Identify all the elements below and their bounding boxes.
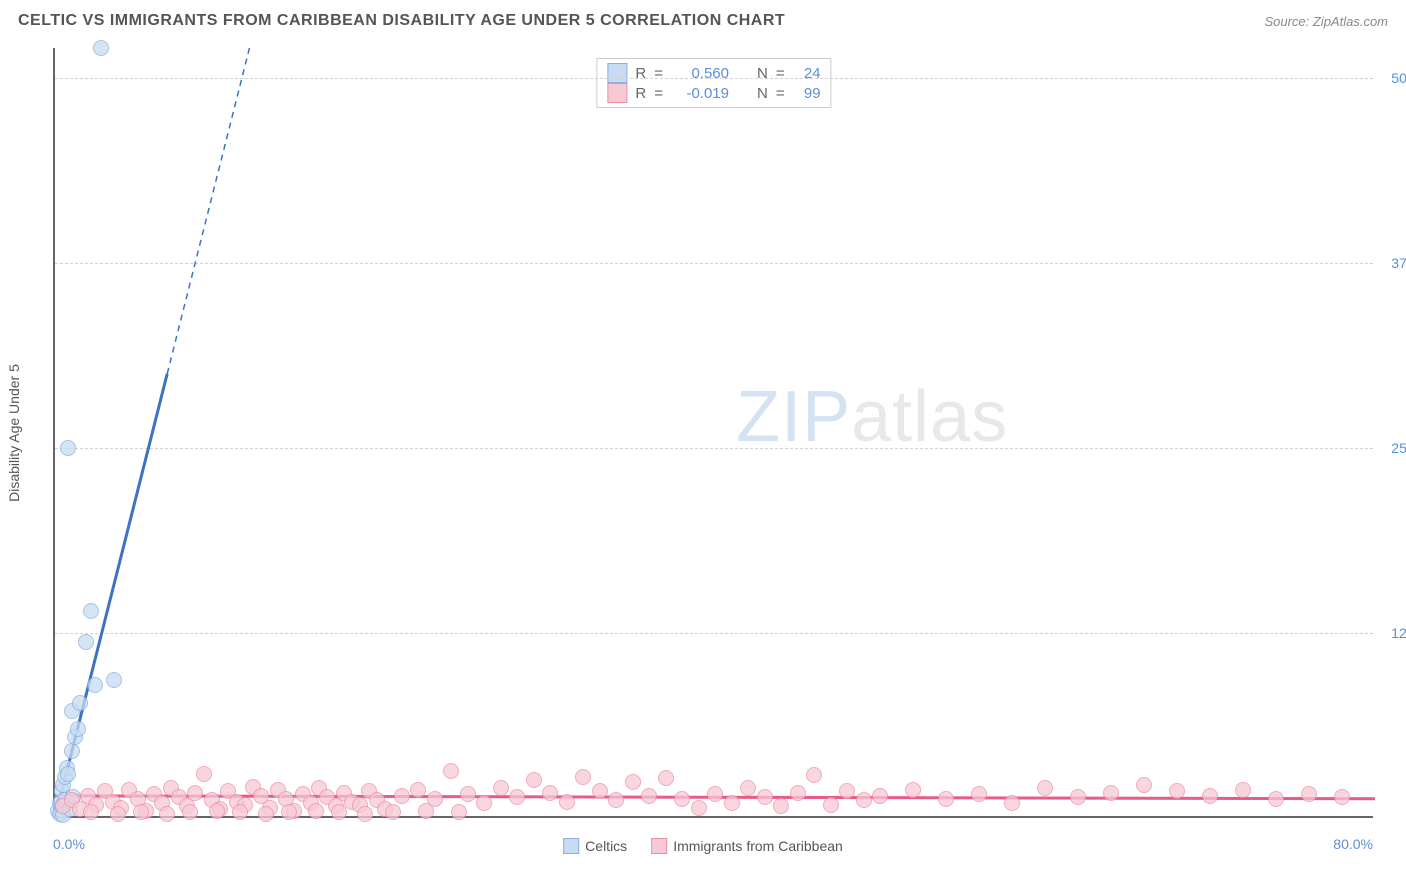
data-point bbox=[674, 791, 690, 807]
trendlines-layer bbox=[55, 48, 1375, 818]
plot-area: ZIPatlas R=0.560N=24R=-0.019N=99 12.5%25… bbox=[53, 48, 1373, 818]
data-point bbox=[87, 677, 103, 693]
chart-container: Disability Age Under 5 ZIPatlas R=0.560N… bbox=[18, 38, 1388, 828]
data-point bbox=[1334, 789, 1350, 805]
series-legend: Celtics Immigrants from Caribbean bbox=[563, 838, 843, 854]
data-point bbox=[839, 783, 855, 799]
data-point bbox=[1070, 789, 1086, 805]
x-axis-min-label: 0.0% bbox=[53, 836, 85, 852]
data-point bbox=[542, 785, 558, 801]
data-point bbox=[905, 782, 921, 798]
data-point bbox=[281, 804, 297, 820]
data-point bbox=[526, 772, 542, 788]
legend-label: Celtics bbox=[585, 838, 627, 854]
data-point bbox=[1268, 791, 1284, 807]
data-point bbox=[78, 634, 94, 650]
data-point bbox=[1004, 795, 1020, 811]
y-tick-label: 37.5% bbox=[1391, 255, 1406, 271]
chart-title: CELTIC VS IMMIGRANTS FROM CARIBBEAN DISA… bbox=[18, 12, 785, 30]
data-point bbox=[608, 792, 624, 808]
data-point bbox=[1103, 785, 1119, 801]
data-point bbox=[790, 785, 806, 801]
legend-swatch bbox=[651, 838, 667, 854]
data-point bbox=[182, 804, 198, 820]
data-point bbox=[357, 806, 373, 822]
data-point bbox=[1235, 782, 1251, 798]
data-point bbox=[641, 788, 657, 804]
data-point bbox=[64, 743, 80, 759]
legend-swatch bbox=[563, 838, 579, 854]
data-point bbox=[724, 795, 740, 811]
data-point bbox=[385, 804, 401, 820]
data-point bbox=[418, 803, 434, 819]
source-attribution: Source: ZipAtlas.com bbox=[1264, 14, 1388, 29]
data-point bbox=[773, 798, 789, 814]
data-point bbox=[691, 800, 707, 816]
data-point bbox=[209, 803, 225, 819]
data-point bbox=[451, 804, 467, 820]
data-point bbox=[1037, 780, 1053, 796]
y-tick-label: 12.5% bbox=[1391, 625, 1406, 641]
data-point bbox=[232, 804, 248, 820]
data-point bbox=[443, 763, 459, 779]
data-point bbox=[575, 769, 591, 785]
data-point bbox=[1169, 783, 1185, 799]
data-point bbox=[938, 791, 954, 807]
data-point bbox=[83, 804, 99, 820]
data-point bbox=[187, 785, 203, 801]
data-point bbox=[856, 792, 872, 808]
data-point bbox=[60, 766, 76, 782]
data-point bbox=[133, 804, 149, 820]
data-point bbox=[308, 803, 324, 819]
data-point bbox=[60, 440, 76, 456]
data-point bbox=[559, 794, 575, 810]
data-point bbox=[823, 797, 839, 813]
x-axis-max-label: 80.0% bbox=[1333, 836, 1373, 852]
data-point bbox=[331, 804, 347, 820]
legend-item: Celtics bbox=[563, 838, 627, 854]
y-tick-label: 25.0% bbox=[1391, 440, 1406, 456]
data-point bbox=[110, 806, 126, 822]
data-point bbox=[658, 770, 674, 786]
data-point bbox=[70, 721, 86, 737]
data-point bbox=[625, 774, 641, 790]
data-point bbox=[806, 767, 822, 783]
legend-label: Immigrants from Caribbean bbox=[673, 838, 843, 854]
legend-item: Immigrants from Caribbean bbox=[651, 838, 843, 854]
data-point bbox=[394, 788, 410, 804]
data-point bbox=[592, 783, 608, 799]
data-point bbox=[509, 789, 525, 805]
trendline-dashed-extension bbox=[167, 48, 249, 374]
y-axis-label: Disability Age Under 5 bbox=[6, 364, 22, 502]
data-point bbox=[93, 40, 109, 56]
data-point bbox=[460, 786, 476, 802]
data-point bbox=[258, 806, 274, 822]
data-point bbox=[757, 789, 773, 805]
y-tick-label: 50.0% bbox=[1391, 70, 1406, 86]
data-point bbox=[971, 786, 987, 802]
data-point bbox=[72, 695, 88, 711]
data-point bbox=[83, 603, 99, 619]
data-point bbox=[493, 780, 509, 796]
data-point bbox=[476, 795, 492, 811]
data-point bbox=[196, 766, 212, 782]
data-point bbox=[159, 806, 175, 822]
data-point bbox=[740, 780, 756, 796]
data-point bbox=[106, 672, 122, 688]
data-point bbox=[1202, 788, 1218, 804]
data-point bbox=[872, 788, 888, 804]
data-point bbox=[707, 786, 723, 802]
data-point bbox=[410, 782, 426, 798]
data-point bbox=[1301, 786, 1317, 802]
data-point bbox=[1136, 777, 1152, 793]
